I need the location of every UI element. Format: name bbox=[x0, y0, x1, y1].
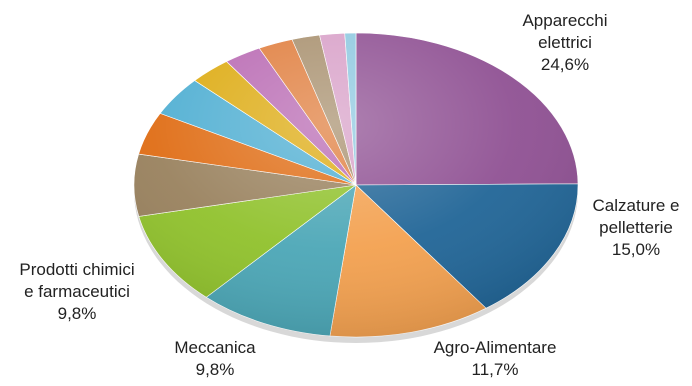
label-prodotti-chimici: Prodotti chimici e farmaceutici 9,8% bbox=[19, 260, 135, 323]
label-calzature-pelletterie: Calzature e pelletterie 15,0% bbox=[592, 196, 680, 259]
label-meccanica: Meccanica 9,8% bbox=[174, 338, 256, 379]
label-agro-alimentare: Agro-Alimentare 11,7% bbox=[433, 338, 557, 379]
label-apparecchi-elettrici: Apparecchi elettrici 24,6% bbox=[522, 11, 608, 74]
